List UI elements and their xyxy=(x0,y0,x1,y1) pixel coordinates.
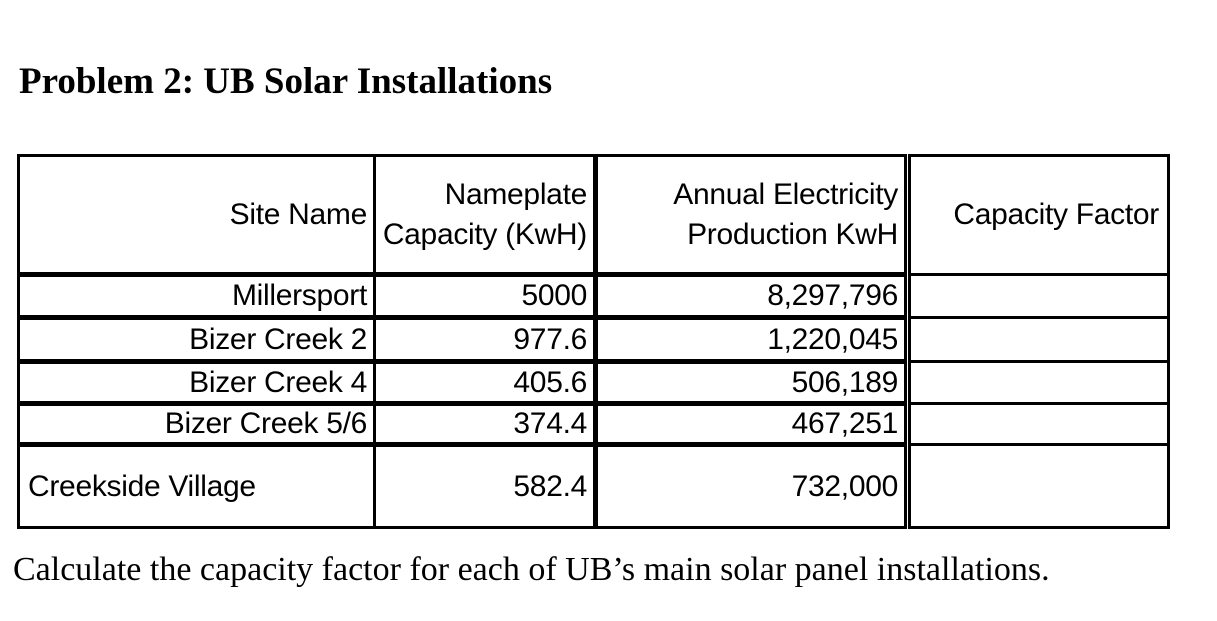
nameplate-capacity-cell: 5000 xyxy=(376,277,598,320)
capacity-factor-cell xyxy=(911,405,1167,446)
page-title: Problem 2: UB Solar Installations xyxy=(19,61,553,102)
capacity-factor-cell xyxy=(911,319,1167,363)
header-nameplate-capacity: Nameplate Capacity (KwH) xyxy=(376,157,598,277)
annual-production-cell: 506,189 xyxy=(598,364,904,406)
solar-installations-table: Site Name Nameplate Capacity (KwH) Annua… xyxy=(17,154,907,529)
site-name-cell: Creekside Village xyxy=(20,447,376,526)
annual-production-cell: 8,297,796 xyxy=(598,277,904,320)
header-annual-production: Annual Electricity Production KwH xyxy=(598,157,904,277)
capacity-factor-column: Capacity Factor xyxy=(908,154,1170,529)
site-name-cell: Bizer Creek 2 xyxy=(20,320,376,364)
annual-production-cell: 1,220,045 xyxy=(598,320,904,364)
header-site-name: Site Name xyxy=(20,157,376,277)
capacity-factor-cell xyxy=(911,446,1167,526)
capacity-factor-cell xyxy=(911,276,1167,319)
annual-production-cell: 732,000 xyxy=(791,469,899,503)
nameplate-capacity-cell: 405.6 xyxy=(376,364,598,406)
header-capacity-factor: Capacity Factor xyxy=(911,157,1167,276)
site-name-cell: Millersport xyxy=(20,277,376,320)
nameplate-capacity-cell: 582.4 xyxy=(376,447,598,526)
annual-production-cell: 467,251 xyxy=(598,406,904,447)
capacity-factor-cell xyxy=(911,363,1167,405)
nameplate-capacity-cell: 977.6 xyxy=(376,320,598,364)
nameplate-capacity-cell: 374.4 xyxy=(376,406,598,447)
site-name-cell: Bizer Creek 4 xyxy=(20,364,376,406)
instruction-text: Calculate the capacity factor for each o… xyxy=(13,551,1050,588)
site-name-cell: Bizer Creek 5/6 xyxy=(20,406,376,447)
